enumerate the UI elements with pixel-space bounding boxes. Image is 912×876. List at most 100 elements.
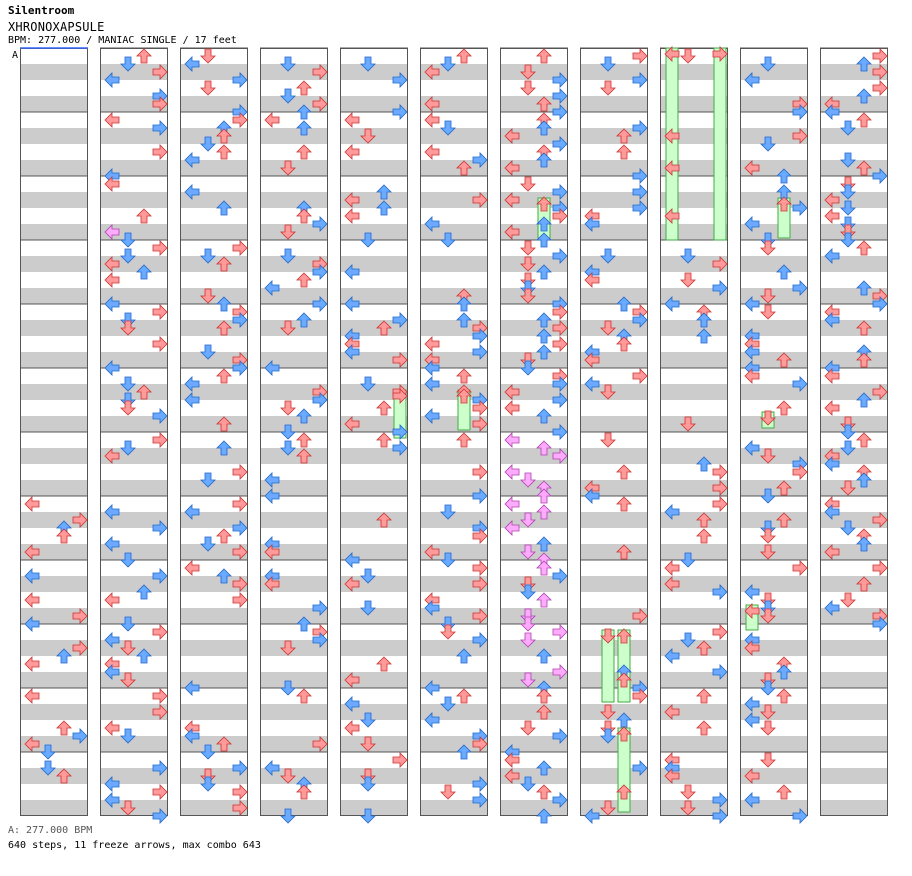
beat-stripe <box>740 736 808 752</box>
beat-stripe <box>260 256 328 272</box>
beat-stripe <box>740 128 808 144</box>
beat-stripe <box>660 736 728 752</box>
beat-stripe <box>340 256 408 272</box>
beat-stripe <box>340 96 408 112</box>
beat-stripe <box>180 704 248 720</box>
beat-stripe <box>660 480 728 496</box>
beat-stripe <box>740 320 808 336</box>
beat-stripe <box>420 416 488 432</box>
beat-stripe <box>740 96 808 112</box>
beat-stripe <box>660 288 728 304</box>
beat-stripe <box>20 416 88 432</box>
beat-stripe <box>580 224 648 240</box>
beat-stripe <box>20 608 88 624</box>
beat-stripe <box>420 64 488 80</box>
beat-stripe <box>180 544 248 560</box>
beat-stripe <box>340 288 408 304</box>
beat-stripe <box>340 544 408 560</box>
beat-stripe <box>820 800 888 816</box>
beat-stripe <box>420 320 488 336</box>
beat-stripe <box>820 64 888 80</box>
beat-stripe <box>20 224 88 240</box>
beat-stripe <box>340 512 408 528</box>
beat-stripe <box>180 416 248 432</box>
beat-stripe <box>500 384 568 400</box>
beat-stripe <box>820 448 888 464</box>
beat-stripe <box>260 480 328 496</box>
beat-stripe <box>500 96 568 112</box>
beat-stripe <box>260 192 328 208</box>
column-frame <box>660 48 728 816</box>
bpm-marker: A <box>12 50 18 61</box>
beat-stripe <box>500 800 568 816</box>
song-title: XHRONOXAPSULE <box>8 20 105 34</box>
beat-stripe <box>340 480 408 496</box>
beat-stripe <box>100 224 168 240</box>
beat-stripe <box>20 576 88 592</box>
beat-stripe <box>420 576 488 592</box>
beat-stripe <box>180 320 248 336</box>
beat-stripe <box>580 416 648 432</box>
beat-stripe <box>180 96 248 112</box>
column-frame <box>180 48 248 816</box>
beat-stripe <box>180 608 248 624</box>
beat-stripe <box>20 320 88 336</box>
beat-stripe <box>420 128 488 144</box>
chart-column <box>100 47 168 816</box>
beat-stripe <box>420 256 488 272</box>
beat-stripe <box>740 800 808 816</box>
beat-stripe <box>340 160 408 176</box>
beat-stripe <box>500 320 568 336</box>
beat-stripe <box>20 96 88 112</box>
beat-stripe <box>340 608 408 624</box>
beat-stripe <box>420 768 488 784</box>
beat-stripe <box>20 768 88 784</box>
beat-stripe <box>580 64 648 80</box>
beat-stripe <box>580 96 648 112</box>
beat-stripe <box>740 512 808 528</box>
beat-stripe <box>660 256 728 272</box>
beat-stripe <box>580 352 648 368</box>
beat-stripe <box>580 768 648 784</box>
beat-stripe <box>660 608 728 624</box>
beat-stripe <box>260 672 328 688</box>
beat-stripe <box>500 224 568 240</box>
beat-stripe <box>180 160 248 176</box>
beat-stripe <box>500 448 568 464</box>
beat-stripe <box>740 640 808 656</box>
beat-stripe <box>740 64 808 80</box>
beat-stripe <box>420 160 488 176</box>
beat-stripe <box>340 448 408 464</box>
beat-stripe <box>180 576 248 592</box>
beat-stripe <box>100 736 168 752</box>
beat-stripe <box>580 512 648 528</box>
beat-stripe <box>100 128 168 144</box>
beat-stripe <box>820 768 888 784</box>
beat-stripe <box>180 512 248 528</box>
beat-stripe <box>180 736 248 752</box>
beat-stripe <box>420 448 488 464</box>
beat-stripe <box>580 128 648 144</box>
artist-name: Silentroom <box>8 4 75 17</box>
beat-stripe <box>260 128 328 144</box>
beat-stripe <box>260 352 328 368</box>
beat-stripe <box>100 768 168 784</box>
beat-stripe <box>260 608 328 624</box>
column-frame <box>740 48 808 816</box>
beat-stripe <box>420 704 488 720</box>
beat-stripe <box>660 768 728 784</box>
beat-stripe <box>740 480 808 496</box>
beat-stripe <box>580 480 648 496</box>
beat-stripe <box>420 512 488 528</box>
beat-stripe <box>260 384 328 400</box>
beat-stripe <box>180 224 248 240</box>
beat-stripe <box>420 608 488 624</box>
beat-stripe <box>260 416 328 432</box>
beat-stripe <box>500 480 568 496</box>
beat-stripe <box>260 544 328 560</box>
column-frame <box>420 48 488 816</box>
beat-stripe <box>420 672 488 688</box>
beat-stripe <box>420 288 488 304</box>
beat-stripe <box>20 736 88 752</box>
beat-stripe <box>580 192 648 208</box>
